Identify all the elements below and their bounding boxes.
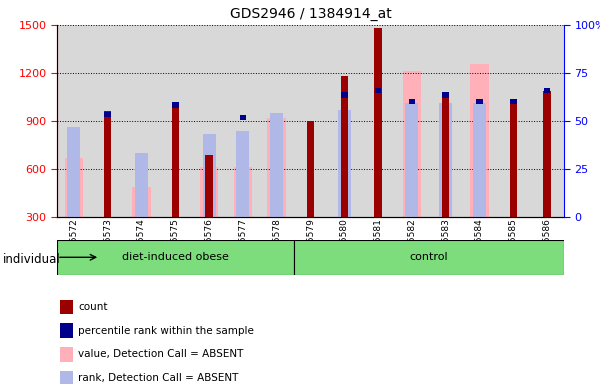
Bar — [470, 64, 489, 217]
Bar — [203, 134, 215, 217]
Bar — [67, 127, 80, 217]
Bar — [132, 187, 151, 217]
Text: diet-induced obese: diet-induced obese — [122, 252, 229, 262]
Bar — [104, 112, 111, 117]
Text: percentile rank within the sample: percentile rank within the sample — [78, 326, 254, 336]
Title: GDS2946 / 1384914_at: GDS2946 / 1384914_at — [230, 7, 391, 21]
Bar — [172, 108, 179, 217]
Text: rank, Detection Call = ABSENT: rank, Detection Call = ABSENT — [78, 373, 238, 383]
Bar — [233, 167, 252, 217]
Bar — [429, 25, 463, 217]
Bar — [65, 158, 83, 217]
Bar — [341, 93, 347, 98]
Bar — [268, 118, 286, 217]
Bar — [239, 115, 246, 121]
Bar — [236, 131, 250, 217]
Bar — [403, 71, 421, 217]
Bar — [544, 91, 551, 217]
FancyBboxPatch shape — [293, 240, 564, 275]
Bar — [226, 25, 260, 217]
Bar — [200, 167, 218, 217]
Text: value, Detection Call = ABSENT: value, Detection Call = ABSENT — [78, 349, 244, 359]
Bar — [192, 25, 226, 217]
Bar — [104, 111, 112, 217]
Bar — [158, 25, 192, 217]
Bar — [125, 25, 158, 217]
Bar — [361, 25, 395, 217]
Bar — [395, 25, 429, 217]
Bar — [375, 88, 382, 93]
Bar — [328, 25, 361, 217]
Bar — [57, 25, 91, 217]
FancyBboxPatch shape — [57, 240, 293, 275]
Text: count: count — [78, 302, 107, 312]
Bar — [473, 103, 486, 217]
Bar — [476, 99, 483, 104]
Bar — [338, 110, 351, 217]
Bar — [544, 88, 550, 93]
Bar — [442, 95, 449, 217]
Bar — [530, 25, 564, 217]
Bar — [172, 102, 179, 108]
Bar — [270, 113, 283, 217]
Bar — [463, 25, 496, 217]
Bar — [510, 99, 517, 104]
Bar — [509, 103, 517, 217]
Bar — [205, 155, 213, 217]
Bar — [496, 25, 530, 217]
Bar — [442, 93, 449, 98]
Bar — [409, 99, 415, 104]
Bar — [260, 25, 293, 217]
Bar — [293, 25, 328, 217]
Text: individual: individual — [3, 253, 61, 266]
Bar — [307, 121, 314, 217]
Text: control: control — [409, 252, 448, 262]
Bar — [374, 28, 382, 217]
Bar — [91, 25, 125, 217]
Bar — [135, 153, 148, 217]
Bar — [439, 103, 452, 217]
Bar — [341, 76, 348, 217]
Bar — [406, 103, 418, 217]
